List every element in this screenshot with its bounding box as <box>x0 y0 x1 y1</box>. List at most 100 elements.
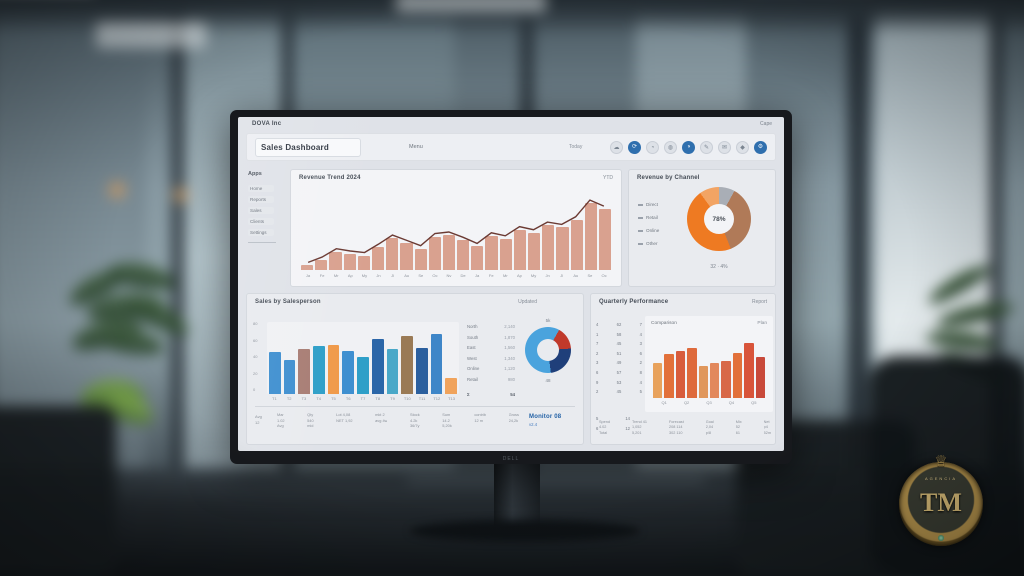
crown-icon: ♕ <box>934 453 948 470</box>
user-icon[interactable]: ◑ <box>682 141 695 154</box>
legend-item: Direct <box>638 202 659 207</box>
quarterly-bars <box>653 334 766 398</box>
toolbar: Sales Dashboard Menu Today ☁ ⟳ ◔ ◍ ◑ ✎ ✉ ◆ ⚙ <box>246 133 776 161</box>
table-row: 2 45 5 <box>596 389 642 395</box>
sales-bar <box>357 356 369 394</box>
revenue-bar <box>315 260 328 270</box>
quarter-bar <box>698 366 709 398</box>
share-donut-chart <box>525 327 571 373</box>
sidebar-item[interactable]: Home <box>248 185 274 192</box>
tick-label: T13 <box>448 396 456 401</box>
y-tick-label: 40 <box>253 354 258 359</box>
tick-label: Q2 <box>683 400 690 405</box>
revenue-bar <box>357 255 370 270</box>
revenue-bar <box>499 238 512 270</box>
region-value-row: West 1,340 <box>467 356 515 361</box>
monitor: DOVA Inc Cape Sales Dashboard Menu Today… <box>230 110 792 464</box>
bell-icon[interactable]: ◆ <box>736 141 749 154</box>
mail-icon[interactable]: ✉ <box>718 141 731 154</box>
emblem-ring-text: AGENCIA <box>924 476 957 481</box>
settings-icon[interactable]: ⚙ <box>754 141 767 154</box>
chart-icon[interactable]: ◔ <box>646 141 659 154</box>
label: South <box>467 334 479 340</box>
stat-column: Trend 41 1,052 5,201 <box>631 420 648 435</box>
region-value-row: East 1,560 <box>467 345 515 350</box>
sync-icon[interactable]: ⟳ <box>628 141 641 154</box>
footer-stats-grid: Spend 4.02 Total Trend 41 1,052 5,201 Forecast… <box>599 420 771 436</box>
dashboard-title-chip[interactable]: Sales Dashboard <box>255 138 361 157</box>
salesperson-panel: Sales by Salesperson Updated 80 60 40 20 0 T… <box>246 293 584 445</box>
table-row: 7 45 3 <box>596 341 642 347</box>
channel-donut-panel: Revenue by Channel Direct Retail Online Oth… <box>628 169 776 287</box>
menu-button[interactable]: Menu <box>409 144 423 150</box>
window-label: Cape <box>760 121 772 127</box>
revenue-bar <box>471 246 484 270</box>
revenue-bar <box>301 265 314 270</box>
quarter-bar <box>755 357 766 398</box>
tick-label: Jl <box>560 273 564 278</box>
sales-bar <box>371 339 384 394</box>
tick-label: My <box>361 273 368 278</box>
revenue-bar <box>371 247 385 270</box>
tick-label: Fe <box>319 273 325 278</box>
legend-item: Other <box>638 241 659 246</box>
sidebar-item[interactable]: Reports <box>248 196 274 203</box>
footer-divider <box>255 406 575 407</box>
sales-bar <box>342 350 355 394</box>
revenue-bar <box>414 248 427 270</box>
y-tick-label: 80 <box>253 321 258 326</box>
tick-label: T7 <box>360 396 366 401</box>
tick-label: Oc <box>432 273 438 278</box>
revenue-bar <box>513 229 526 270</box>
stat-column: Mix 52 61 <box>735 420 742 435</box>
x-axis-ticks: Ja Fe Mr Ap My Jn Jl Au Se Oc Nv De Ja Fe Mr Ap My Jn Jl Au… <box>301 273 611 278</box>
stat-column: mkt 2 avg 4w <box>375 412 388 423</box>
value: 980 <box>507 376 515 382</box>
sidebar-item[interactable]: Settings <box>248 229 274 236</box>
y-axis-labels: 80 60 40 20 0 <box>253 322 257 392</box>
revenue-bar <box>598 209 612 270</box>
revenue-bar <box>343 254 356 270</box>
quarter-bar <box>664 354 674 398</box>
stat-column: Qty 540 mid <box>307 412 314 428</box>
globe-icon[interactable]: ◍ <box>664 141 677 154</box>
revenue-bar <box>528 232 541 270</box>
channel-donut-chart: 78% <box>687 187 751 251</box>
value: 1,340 <box>504 355 515 361</box>
quarter-bar <box>744 342 754 398</box>
footer-stamp-line1: Monitor 08 <box>529 414 562 420</box>
mini-data-table-extra: 5 14 6 12 <box>596 416 630 435</box>
sidebar-item[interactable]: Sales <box>248 207 274 214</box>
revenue-bar <box>570 219 583 270</box>
revenue-bar <box>542 225 555 270</box>
revenue-bars <box>301 194 612 270</box>
stat-column: contrib 12 m <box>474 412 487 423</box>
warm-light-spot <box>170 186 192 204</box>
mini-donut-bottom-label: 48 <box>545 378 551 383</box>
sales-bar <box>298 349 311 394</box>
table-row: 4 62 7 <box>596 322 642 327</box>
total-value: 54 <box>510 392 515 397</box>
sales-bar <box>313 346 325 394</box>
label: West <box>467 355 477 361</box>
cloud-icon[interactable]: ☁ <box>610 141 623 154</box>
tick-label: T5 <box>331 396 336 401</box>
revenue-bar <box>457 240 470 270</box>
total-label: Σ <box>467 392 470 397</box>
compose-icon[interactable]: ✎ <box>700 141 713 154</box>
trend-line <box>301 194 611 270</box>
tick-label: Nv <box>446 273 452 278</box>
quarterly-panel: Quarterly Performance Report 4 62 7 1 58 4 7 45… <box>590 293 776 445</box>
footer-stamp-line2: v2.4 <box>529 422 538 427</box>
toolbar-icon-row: ☁ ⟳ ◔ ◍ ◑ ✎ ✉ ◆ ⚙ <box>610 141 767 154</box>
quarter-bar <box>710 363 720 398</box>
revenue-bar <box>329 251 342 270</box>
sidebar-heading: Apps <box>248 171 262 177</box>
emblem-gem <box>938 535 944 541</box>
value: 2,140 <box>504 324 515 329</box>
warm-light-spot <box>104 180 130 200</box>
sales-bar <box>386 349 399 394</box>
sidebar-item[interactable]: Clients <box>248 218 274 225</box>
table-row: 1 58 4 <box>596 331 642 337</box>
